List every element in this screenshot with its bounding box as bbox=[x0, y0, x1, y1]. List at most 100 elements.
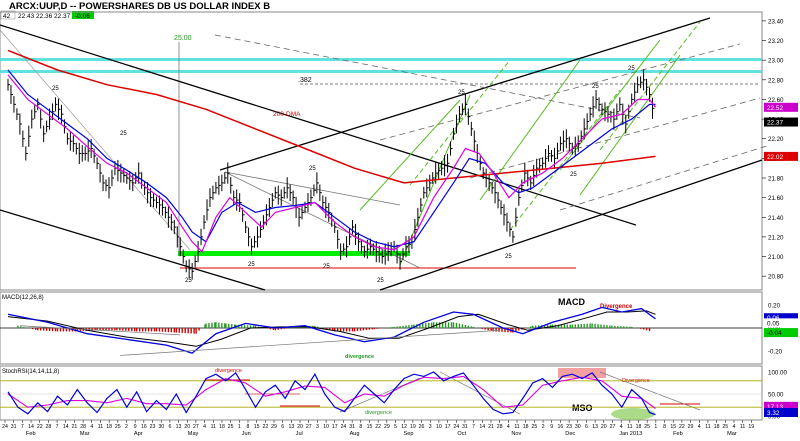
x-axis-day-label: 30 bbox=[158, 424, 164, 430]
x-axis-day-label: 20 bbox=[297, 424, 303, 430]
x-axis-month-label: Dec bbox=[565, 431, 575, 436]
x-axis-day-label: 8 bbox=[359, 424, 362, 430]
cyan-band-lower bbox=[0, 70, 762, 73]
x-axis-day-label: 25 bbox=[531, 424, 537, 430]
price-axis-label: 21.60 bbox=[768, 195, 784, 202]
x-axis-day-label: 31 bbox=[462, 424, 468, 430]
stoch-last-a-box bbox=[764, 401, 798, 411]
price-axis-label: 22.60 bbox=[768, 97, 784, 104]
x-axis-day-label: 6 bbox=[281, 424, 284, 430]
last-price-tag-box bbox=[764, 117, 798, 127]
stoch-divergence-1: divergence bbox=[215, 368, 242, 374]
x-axis-day-label: 5 bbox=[394, 424, 397, 430]
x-axis-month-label: Sep bbox=[404, 431, 414, 436]
x-axis-day-label: 2 bbox=[125, 424, 128, 430]
stoch-axis-label: 0.00 bbox=[768, 414, 781, 421]
last-price-tag: 22.37 bbox=[767, 120, 783, 127]
price-axis-label: 23.40 bbox=[768, 18, 784, 25]
x-axis-day-label: 11 bbox=[627, 424, 632, 430]
cycle-label: 25 bbox=[377, 278, 384, 284]
dashed-line-4 bbox=[559, 144, 771, 211]
cycle-label: 25 bbox=[570, 172, 577, 178]
x-axis-month-label: Oct bbox=[457, 431, 466, 436]
x-axis-month-label: Aug bbox=[350, 431, 360, 436]
x-axis-day-label: 9 bbox=[134, 424, 137, 430]
x-axis-day-label: 7 bbox=[56, 424, 59, 430]
x-axis-day-label: 27 bbox=[610, 424, 616, 430]
last-ma-pink-tag: 22.52 bbox=[767, 105, 783, 112]
x-axis-day-label: 10 bbox=[436, 424, 442, 430]
macd-divergence-green: divergence bbox=[345, 354, 374, 360]
macd-last-a-box bbox=[764, 313, 798, 323]
cycle-label: 25 bbox=[248, 262, 255, 268]
x-axis-day-label: 18 bbox=[636, 424, 642, 430]
x-axis-day-label: 19 bbox=[748, 424, 754, 430]
stoch-divergence-3: divergence bbox=[365, 410, 392, 416]
stoch-panel-label: StochRSI(14,14,11,8) bbox=[2, 369, 59, 375]
x-axis-day-label: 27 bbox=[306, 424, 312, 430]
green-channel-7 bbox=[579, 54, 681, 196]
header-label: 42 bbox=[3, 13, 11, 20]
x-axis-day-label: 15 bbox=[367, 424, 373, 430]
x-axis-day-label: 11 bbox=[514, 424, 519, 430]
x-axis-day-label: 29 bbox=[271, 424, 277, 430]
x-axis-day-label: 22 bbox=[375, 424, 381, 430]
x-axis-day-label: 17 bbox=[332, 424, 338, 430]
x-axis-month-label: Apr bbox=[134, 431, 143, 436]
last-ma-red-tag: 22.02 bbox=[767, 154, 783, 161]
cycle-label: 25 bbox=[592, 84, 599, 90]
stoch-k-line bbox=[7, 371, 656, 416]
x-axis-day-label: 14 bbox=[479, 424, 485, 430]
cycle-label: 25 bbox=[185, 278, 192, 284]
x-axis-day-label: 8 bbox=[247, 424, 250, 430]
macd-title: MACD bbox=[558, 297, 585, 307]
x-axis-day-label: 30 bbox=[575, 424, 581, 430]
x-axis-day-label: 18 bbox=[714, 424, 720, 430]
stoch-last-b-box bbox=[764, 407, 798, 417]
price-axis-label: 21.00 bbox=[768, 254, 784, 261]
stoch-last-a: 17.13 bbox=[767, 404, 783, 411]
x-axis-day-label: 4 bbox=[203, 424, 206, 430]
x-axis-day-label: 28 bbox=[497, 424, 503, 430]
x-axis-day-label: 27 bbox=[193, 424, 199, 430]
x-axis-month-label: Feb bbox=[26, 431, 36, 436]
x-axis-day-label: 15 bbox=[254, 424, 260, 430]
stoch-gray-line-3 bbox=[439, 371, 521, 415]
macd-line bbox=[7, 306, 656, 354]
cycle-label: 25 bbox=[505, 254, 512, 260]
x-axis-day-label: 29 bbox=[688, 424, 694, 430]
stoch-axis-label: 100.00 bbox=[768, 370, 787, 377]
change-badge bbox=[72, 11, 94, 19]
stoch-layer bbox=[0, 371, 762, 416]
header-open: 22.43 bbox=[18, 13, 35, 20]
x-axis-day-label: 11 bbox=[740, 424, 745, 430]
gray-fan-line-3 bbox=[224, 171, 421, 269]
x-axis-day-label: 28 bbox=[80, 424, 86, 430]
x-axis-day-label: 13 bbox=[288, 424, 294, 430]
macd-axis-label: 0.20 bbox=[768, 303, 781, 310]
macd-last-c: -0.04 bbox=[767, 330, 782, 337]
macd-layer bbox=[0, 306, 762, 356]
dma-label: 200-DMA bbox=[273, 111, 301, 118]
macd-last-b: 0.05 bbox=[767, 320, 780, 327]
gray-fan-line-2 bbox=[224, 171, 401, 206]
x-axis-day-label: 18 bbox=[219, 424, 225, 430]
x-axis-day-label: 23 bbox=[566, 424, 572, 430]
x-axis-day-label: 14 bbox=[28, 424, 34, 430]
x-axis-day-label: 3 bbox=[429, 424, 432, 430]
price-bars-layer bbox=[7, 69, 655, 280]
x-axis-month-label: Feb bbox=[673, 431, 683, 436]
x-axis-day-label: 16 bbox=[141, 424, 147, 430]
x-axis-day-label: 4 bbox=[507, 424, 510, 430]
x-axis-day-label: 13 bbox=[592, 424, 598, 430]
x-axis-day-label: 18 bbox=[523, 424, 529, 430]
mso-label: MSO bbox=[572, 403, 593, 413]
x-axis-day-label: 13 bbox=[176, 424, 182, 430]
x-axis-day-label: 29 bbox=[384, 424, 390, 430]
x-axis-day-label: 25 bbox=[115, 424, 121, 430]
price-axis-label: 20.80 bbox=[768, 274, 784, 281]
stoch-overbought-highlight bbox=[558, 368, 606, 378]
x-axis-day-label: 22 bbox=[679, 424, 685, 430]
x-axis-day-label: 1 bbox=[654, 424, 657, 430]
